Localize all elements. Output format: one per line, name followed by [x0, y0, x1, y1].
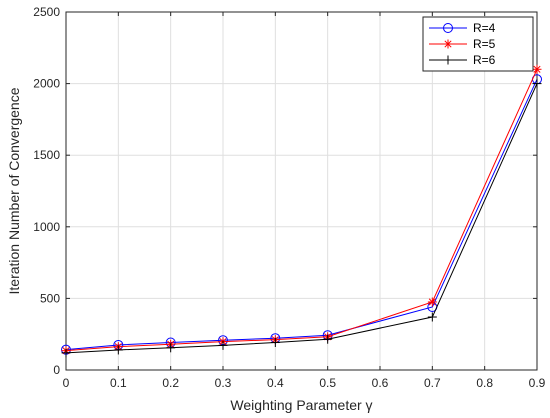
legend-label: R=5: [473, 37, 496, 51]
x-tick-label: 0.7: [424, 376, 441, 390]
series-line: [65, 69, 538, 352]
x-axis-label: Weighting Parameter γ: [230, 397, 372, 413]
series-line: [65, 79, 538, 351]
data-point: [532, 79, 542, 89]
x-tick-label: 0.1: [110, 376, 127, 390]
x-tick-label: 0.9: [529, 376, 546, 390]
legend-entry: R=6: [429, 53, 496, 67]
data-point: [323, 334, 333, 344]
y-tick-label: 1500: [33, 148, 60, 162]
data-point: [61, 348, 71, 358]
x-tick-label: 0.8: [476, 376, 493, 390]
y-axis-label: Iteration Number of Convergence: [6, 87, 22, 294]
data-point: [166, 343, 176, 353]
legend-entry: R=5: [429, 37, 496, 51]
x-tick-label: 0.6: [372, 376, 389, 390]
y-tick-label: 2000: [33, 77, 60, 91]
series-layer: [61, 64, 542, 358]
y-tick-label: 0: [53, 363, 60, 377]
y-axis-ticks: 0 500 1000 1500 2000 2500: [33, 5, 537, 377]
x-tick-label: 0.5: [319, 376, 336, 390]
series-line: [65, 83, 538, 354]
y-tick-label: 1000: [33, 220, 60, 234]
x-tick-label: 0: [63, 376, 70, 390]
legend-label: R=6: [473, 53, 496, 67]
data-point: [270, 338, 280, 348]
x-tick-label: 0.2: [162, 376, 179, 390]
x-axis-ticks: 0 0.1 0.2 0.3 0.4 0.5 0.6 0.7 0.8 0.9: [63, 12, 546, 390]
x-tick-label: 0.3: [215, 376, 232, 390]
legend-marker: [443, 55, 453, 65]
data-point: [218, 340, 228, 350]
legend: R=4 R=5 R=6: [422, 16, 534, 72]
data-point: [113, 345, 123, 355]
legend-marker: [443, 39, 453, 49]
plot-area-frame: [65, 11, 538, 371]
legend-entry: R=4: [429, 21, 496, 35]
data-point: [532, 64, 542, 74]
data-point: [427, 312, 437, 322]
legend-label: R=4: [473, 21, 496, 35]
y-tick-label: 2500: [33, 5, 60, 19]
y-tick-label: 500: [40, 291, 60, 305]
series-r6: [61, 79, 542, 358]
x-tick-label: 0.4: [267, 376, 284, 390]
data-point: [427, 297, 437, 307]
grid-lines: [66, 12, 537, 370]
legend-marker: [443, 23, 453, 33]
